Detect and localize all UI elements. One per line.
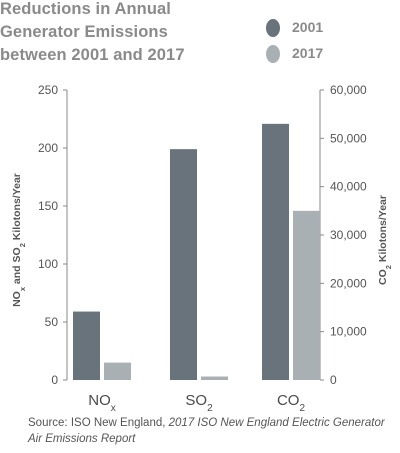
left-tick-label: 0 [51, 373, 58, 387]
right-axis-title: CO2 Kilotons/Year [377, 195, 393, 285]
emissions-bar-chart: 0 50 100 150 200 250 0 10,000 20,000 30,000 40,000… [11, 83, 393, 412]
legend-label-2017: 2017 [292, 45, 324, 61]
right-tick-label: 0 [330, 373, 337, 387]
right-tick-label: 40,000 [330, 180, 367, 194]
chart-title-line: Generator Emissions [0, 23, 168, 41]
bar-co2-2001 [262, 123, 289, 380]
left-tick-label: 150 [38, 199, 58, 213]
right-tick-label: 30,000 [330, 228, 367, 242]
left-axis-title: NOx and SO2 Kilotons/Year [11, 173, 27, 307]
bar-so2-2001 [170, 149, 197, 380]
bar-co2-2017 [293, 210, 320, 380]
right-tick-label: 60,000 [330, 83, 367, 97]
left-tick-label: 250 [38, 83, 58, 97]
right-tick-label: 20,000 [330, 276, 367, 290]
left-tick-label: 50 [45, 315, 59, 329]
category-label: SO2 [185, 392, 213, 412]
source-prefix: Source: ISO New England, [28, 417, 169, 429]
bar-so2-2017 [201, 376, 228, 380]
legend-swatch-2017 [266, 45, 280, 63]
chart-title-line: between 2001 and 2017 [0, 46, 185, 64]
chart-title-line: Reductions in Annual [0, 0, 171, 18]
category-label: CO2 [277, 392, 306, 412]
chart-title: Reductions in Annual Generator Emissions… [0, 0, 185, 67]
source-report-title: 2017 ISO New England Electric Generator … [28, 417, 385, 445]
bar-nox-2001 [73, 311, 100, 380]
legend-label-2001: 2001 [292, 19, 324, 35]
category-label: NOx [88, 392, 116, 412]
legend-swatch-2001 [266, 19, 280, 37]
left-tick-label: 100 [38, 257, 58, 271]
left-tick-label: 200 [38, 141, 58, 155]
right-tick-label: 10,000 [330, 325, 367, 339]
bar-nox-2017 [104, 362, 131, 380]
right-tick-label: 50,000 [330, 131, 367, 145]
source-note: Source: ISO New England, 2017 ISO New En… [28, 415, 388, 447]
